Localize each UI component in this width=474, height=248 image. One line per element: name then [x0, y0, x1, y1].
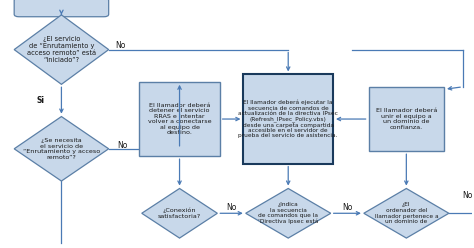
Polygon shape	[246, 188, 331, 238]
FancyBboxPatch shape	[243, 74, 333, 164]
Polygon shape	[142, 188, 218, 238]
FancyBboxPatch shape	[14, 0, 109, 17]
FancyBboxPatch shape	[139, 82, 220, 156]
Text: No: No	[226, 203, 237, 212]
Text: No: No	[115, 41, 126, 50]
Text: El llamador deberá
unir el equipo a
un dominio de
confianza.: El llamador deberá unir el equipo a un d…	[376, 108, 437, 130]
Text: El llamador deberá
detener el servicio
RRAS e intentar
volver a conectarse
al eq: El llamador deberá detener el servicio R…	[148, 103, 211, 135]
Text: No: No	[463, 191, 473, 200]
Text: Si: Si	[36, 96, 44, 105]
Text: ¿Se necesita
el servicio de
“Enrutamiento y acceso
remoto”?: ¿Se necesita el servicio de “Enrutamient…	[23, 138, 100, 160]
Text: No: No	[118, 141, 128, 150]
Text: No: No	[342, 203, 353, 212]
Text: ¿El
ordenador del
llamador pertenece a
un dominio de: ¿El ordenador del llamador pertenece a u…	[374, 202, 438, 224]
Polygon shape	[364, 188, 449, 238]
Polygon shape	[14, 15, 109, 84]
Text: ¿Indica
la secuencia
de comandos que la
‘Directiva Ipsec está: ¿Indica la secuencia de comandos que la …	[258, 202, 319, 224]
Text: ¿El servicio
de “Enrutamiento y
acceso remoto” está
“iniciado”?: ¿El servicio de “Enrutamiento y acceso r…	[27, 36, 96, 63]
Polygon shape	[14, 117, 109, 181]
Text: El llamador deberá ejecutar la
secuencia de comandos de
actualización de la dire: El llamador deberá ejecutar la secuencia…	[238, 100, 338, 138]
Text: ¿Conexión
satisfactoria?: ¿Conexión satisfactoria?	[158, 208, 201, 219]
FancyBboxPatch shape	[369, 87, 444, 151]
